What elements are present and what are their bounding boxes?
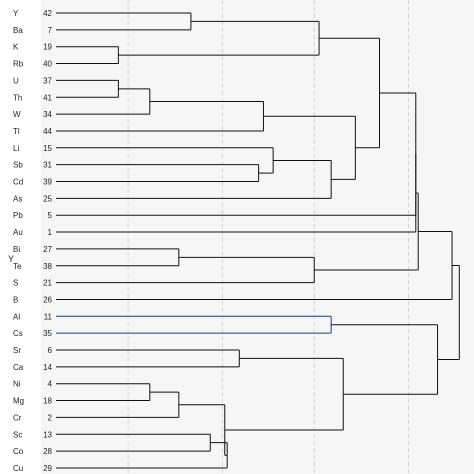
leaf-element-label: Ba [13, 26, 23, 35]
leaf-case-label: 14 [43, 363, 52, 372]
leaf-element-label: Ca [13, 363, 24, 372]
leaf-element-label: S [13, 279, 18, 288]
leaf-case-label: 28 [43, 447, 52, 456]
leaf-case-label: 42 [43, 9, 52, 18]
leaf-element-label: Ni [13, 380, 21, 389]
leaf-element-label: Cs [13, 329, 23, 338]
leaf-case-label: 37 [43, 76, 52, 85]
leaf-case-label: 25 [43, 194, 52, 203]
leaf-case-label: 11 [44, 312, 53, 321]
leaf-element-label: Sb [13, 161, 23, 170]
leaf-case-label: 26 [43, 295, 52, 304]
leaf-element-label: Cd [13, 178, 23, 187]
leaf-case-label: 15 [43, 144, 52, 153]
leaf-case-label: 19 [43, 43, 52, 52]
leaf-case-label: 2 [48, 413, 53, 422]
grid-lines [127, 0, 409, 474]
leaf-element-label: B [13, 295, 18, 304]
leaf-case-label: 31 [43, 161, 52, 170]
leaf-element-label: K [13, 43, 19, 52]
leaf-element-label: Sr [13, 346, 21, 355]
leaf-element-label: Au [13, 228, 23, 237]
leaf-case-label: 39 [43, 178, 52, 187]
leaf-case-label: 5 [48, 211, 53, 220]
leaf-element-label: U [13, 76, 19, 85]
leaf-element-label: Cr [13, 413, 22, 422]
leaf-case-label: 44 [43, 127, 52, 136]
leaf-element-label: Pb [13, 211, 23, 220]
dendrogram-tree [56, 12, 460, 469]
leaf-case-label: 40 [43, 60, 52, 69]
leaf-case-label: 34 [43, 110, 52, 119]
leaf-element-label: Mg [13, 397, 24, 406]
leaf-case-label: 1 [48, 228, 53, 237]
leaf-element-label: Li [13, 144, 19, 153]
leaf-case-label: 18 [43, 397, 52, 406]
leaf-element-label: Co [13, 447, 24, 456]
leaf-element-label: Bi [13, 245, 20, 254]
leaf-case-label: 38 [43, 262, 52, 271]
plot-area [41, 0, 474, 474]
leaf-case-label: 7 [48, 26, 53, 35]
leaf-element-label: W [13, 110, 21, 119]
leaf-case-label: 13 [43, 430, 52, 439]
leaf-element-label: Sc [13, 430, 22, 439]
leaf-element-label: Th [13, 93, 22, 102]
leaf-element-label: Tl [13, 127, 20, 136]
leaf-element-label: Rb [13, 60, 24, 69]
leaf-case-label: 41 [43, 93, 52, 102]
leaf-case-label: 21 [43, 279, 52, 288]
leaf-element-label: Al [13, 312, 20, 321]
leaf-case-label: 35 [43, 329, 52, 338]
leaf-case-label: 6 [48, 346, 53, 355]
leaf-case-label: 4 [48, 380, 53, 389]
leaf-element-label: Y [13, 9, 19, 18]
leaf-element-label: Cu [13, 464, 23, 473]
y-axis-title: Y [8, 254, 14, 264]
leaf-element-label: As [13, 194, 22, 203]
leaf-case-label: 27 [43, 245, 52, 254]
leaf-case-label: 29 [43, 464, 52, 473]
leaf-element-label: Te [13, 262, 22, 271]
